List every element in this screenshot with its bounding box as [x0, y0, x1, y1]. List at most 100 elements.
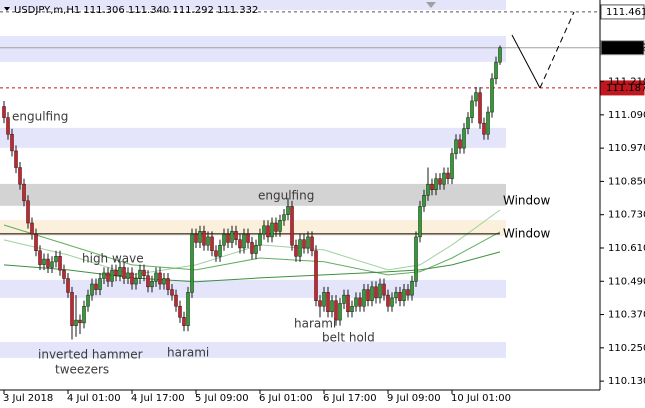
- x-tick-label: 5 Jul 09:00: [195, 393, 249, 404]
- candle-body: [338, 303, 342, 321]
- x-tick-label: 3 Jul 2018: [3, 393, 53, 404]
- candle-body: [342, 294, 346, 304]
- candle-body: [330, 300, 334, 313]
- candle-body: [486, 111, 490, 135]
- x-tick-label: 6 Jul 01:00: [259, 393, 313, 404]
- candle-body: [266, 225, 270, 238]
- candle-body: [474, 92, 478, 102]
- candle-body: [498, 47, 502, 63]
- candle-body: [74, 319, 78, 326]
- candle-body: [286, 206, 290, 215]
- candle-body: [198, 231, 202, 243]
- candle-body: [134, 278, 138, 285]
- price-label: 111.461: [606, 7, 645, 18]
- zone: [0, 342, 506, 358]
- candle-body: [430, 183, 434, 190]
- candle-body: [358, 297, 362, 307]
- candle-body: [274, 222, 278, 232]
- candle-body: [190, 233, 194, 293]
- candle-body: [318, 300, 322, 307]
- price-label-box: [600, 80, 645, 96]
- candle-body: [214, 250, 218, 257]
- zone: [0, 219, 506, 237]
- candle-body: [226, 233, 230, 243]
- candle-body: [374, 286, 378, 299]
- candle-body: [46, 258, 50, 268]
- menu-icon: [4, 7, 10, 11]
- plot-area: [0, 0, 600, 358]
- pattern-annotation: harami: [294, 317, 336, 331]
- candle-body: [278, 219, 282, 232]
- x-tick-label: 6 Jul 17:00: [323, 393, 377, 404]
- pattern-annotation: high wave: [82, 252, 144, 266]
- pattern-annotation: belt hold: [322, 331, 375, 345]
- candle-body: [322, 292, 326, 307]
- candle-body: [302, 239, 306, 249]
- candle-body: [366, 289, 370, 301]
- candle-body: [446, 172, 450, 179]
- candle-body: [182, 317, 186, 326]
- candle-body: [42, 258, 46, 265]
- y-tick-label: 111.210: [608, 77, 645, 88]
- candle-body: [90, 283, 94, 296]
- candle-body: [402, 289, 406, 301]
- candle-body: [122, 267, 126, 279]
- candle-body: [2, 106, 6, 118]
- candle-body: [146, 275, 150, 288]
- shift-marker: [426, 2, 436, 8]
- candle-body: [230, 231, 234, 243]
- x-tick-label: 9 Jul 09:00: [387, 393, 441, 404]
- zone: [0, 127, 506, 148]
- price-label-box: [600, 40, 645, 56]
- candle-body: [22, 183, 26, 202]
- candle-body: [106, 272, 110, 282]
- candle-body: [186, 292, 190, 326]
- price-label-box: [600, 4, 645, 20]
- candle-body: [290, 206, 294, 246]
- candle-body: [334, 300, 338, 321]
- candle-body: [118, 267, 122, 276]
- candle-body: [314, 250, 318, 301]
- candle-body: [282, 214, 286, 221]
- candle-body: [178, 305, 182, 318]
- candle-body: [114, 269, 118, 276]
- candle-body: [426, 183, 430, 196]
- candle-body: [386, 294, 390, 307]
- candle-body: [382, 283, 386, 296]
- moving-average: [3, 224, 501, 276]
- y-tick-label: 110.850: [608, 176, 645, 187]
- candle-body: [222, 233, 226, 246]
- candle-body: [298, 239, 302, 257]
- candle-body: [202, 231, 206, 246]
- x-tick-label: 10 Jul 01:00: [451, 393, 511, 404]
- candle-body: [98, 278, 102, 290]
- candle-body: [254, 244, 258, 254]
- price-label: 111.187: [606, 83, 645, 94]
- candle-body: [94, 283, 98, 290]
- candle-body: [310, 236, 314, 252]
- candle-body: [470, 100, 474, 118]
- candle-body: [406, 289, 410, 296]
- candle-body: [410, 281, 414, 296]
- candle-body: [434, 178, 438, 190]
- candle-body: [370, 286, 374, 301]
- candle-body: [82, 305, 86, 324]
- candle-body: [326, 292, 330, 313]
- candle-body: [18, 167, 22, 185]
- zone: [0, 0, 506, 10]
- candle-body: [138, 269, 142, 279]
- pattern-annotation: tweezers: [55, 363, 109, 377]
- candle-body: [210, 236, 214, 252]
- y-tick-label: 110.250: [608, 343, 645, 354]
- candle-body: [346, 294, 350, 313]
- candle-body: [142, 269, 146, 276]
- candle-body: [246, 233, 250, 243]
- candle-body: [34, 233, 38, 252]
- y-tick-label: 110.130: [608, 376, 645, 387]
- candle-body: [38, 250, 42, 265]
- candle-body: [110, 269, 114, 282]
- projection-line: [511, 34, 541, 89]
- candle-body: [418, 206, 422, 238]
- y-tick-label: 110.730: [608, 210, 645, 221]
